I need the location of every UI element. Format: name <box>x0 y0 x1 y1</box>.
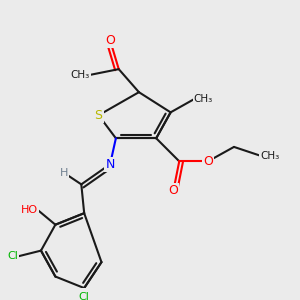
Text: H: H <box>60 168 68 178</box>
Text: Cl: Cl <box>7 251 18 261</box>
Text: CH₃: CH₃ <box>260 151 279 160</box>
Text: N: N <box>105 158 115 171</box>
Text: CH₃: CH₃ <box>194 94 213 104</box>
Text: O: O <box>203 155 213 168</box>
Text: Cl: Cl <box>79 292 90 300</box>
Text: HO: HO <box>21 205 38 215</box>
Text: S: S <box>94 109 103 122</box>
Text: O: O <box>169 184 178 196</box>
Text: O: O <box>105 34 115 47</box>
Text: CH₃: CH₃ <box>71 70 90 80</box>
